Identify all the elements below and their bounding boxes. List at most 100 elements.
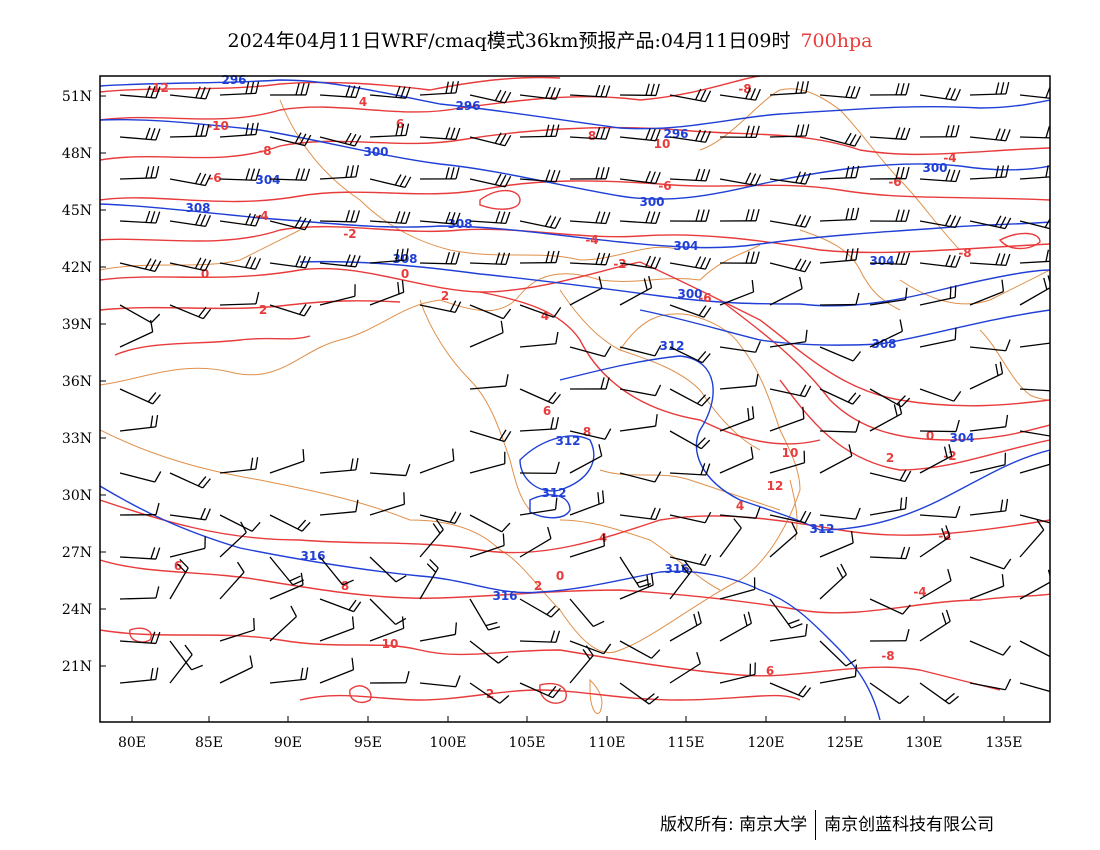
wind-barb bbox=[919, 285, 957, 306]
wind-barb bbox=[219, 561, 245, 600]
wind-barb bbox=[119, 258, 162, 273]
temperature-label: 12 bbox=[767, 479, 784, 493]
wind-barb bbox=[169, 86, 211, 100]
temperature-label: 0 bbox=[926, 429, 934, 443]
wind-barb bbox=[219, 81, 260, 96]
temperature-label: 10 bbox=[654, 137, 671, 151]
geopotential-label: 316 bbox=[300, 549, 325, 563]
wind-barb bbox=[919, 444, 953, 474]
wind-barb bbox=[519, 598, 561, 618]
geopotential-label: 304 bbox=[673, 239, 698, 253]
wind-barb bbox=[319, 132, 362, 147]
lon-label: 120E bbox=[748, 735, 785, 751]
wind-barb bbox=[219, 213, 261, 227]
wind-barb bbox=[419, 519, 444, 558]
wind-barb bbox=[469, 173, 512, 188]
wind-barb bbox=[919, 609, 951, 642]
lat-label: 30N bbox=[62, 488, 92, 504]
wind-barb bbox=[119, 414, 159, 432]
wind-barb bbox=[819, 85, 861, 99]
wind-barb bbox=[319, 556, 354, 586]
wind-barb bbox=[969, 414, 1009, 432]
temperature-label: -4 bbox=[585, 233, 598, 247]
lon-label: 100E bbox=[430, 735, 467, 751]
geopotential-label: 312 bbox=[541, 486, 566, 500]
wind-barb bbox=[819, 563, 847, 600]
wind-barb bbox=[919, 388, 962, 402]
footer-separator bbox=[815, 810, 817, 840]
wind-barb bbox=[469, 640, 509, 664]
wind-barb bbox=[819, 664, 858, 684]
temperature-label: -6 bbox=[208, 171, 221, 185]
wind-barb bbox=[819, 640, 857, 667]
wind-barb bbox=[969, 452, 1007, 474]
wind-barb bbox=[769, 598, 803, 629]
wind-barb bbox=[919, 568, 952, 600]
wind-barb bbox=[219, 256, 262, 270]
wind-barb bbox=[269, 216, 312, 231]
wind-barb bbox=[419, 511, 462, 524]
wind-barb bbox=[1019, 514, 1050, 524]
wind-barb bbox=[969, 640, 1012, 656]
geopotential-height-contours bbox=[100, 79, 1050, 721]
wind-barb bbox=[169, 536, 206, 558]
wind-barb bbox=[769, 623, 808, 642]
lon-label: 110E bbox=[589, 735, 626, 751]
wind-barb bbox=[219, 122, 259, 138]
wind-barb bbox=[569, 211, 611, 225]
wind-barb bbox=[619, 556, 652, 588]
wind-barb bbox=[769, 450, 806, 474]
wind-barb bbox=[869, 598, 911, 615]
wind-barb bbox=[169, 640, 203, 671]
wind-barb bbox=[669, 304, 712, 318]
wind-barb bbox=[669, 511, 712, 524]
wind-barb bbox=[569, 276, 603, 306]
wind-barb bbox=[119, 85, 161, 99]
wind-barb bbox=[769, 171, 811, 185]
wind-barb bbox=[469, 682, 510, 704]
wind-barb bbox=[119, 304, 161, 324]
wind-barb bbox=[369, 280, 405, 306]
wind-barb bbox=[969, 82, 1010, 96]
geopotential-label: 300 bbox=[922, 161, 947, 175]
geopotential-label: 296 bbox=[455, 99, 480, 113]
wind-barb bbox=[769, 384, 812, 398]
wind-barb bbox=[919, 682, 959, 705]
wind-barb bbox=[969, 498, 1009, 516]
lat-label: 21N bbox=[62, 659, 92, 675]
wind-barb bbox=[219, 655, 254, 684]
lat-label: 51N bbox=[62, 89, 92, 105]
wind-barb bbox=[819, 444, 853, 474]
wind-barb bbox=[719, 209, 760, 222]
temperature-label: 10 bbox=[782, 446, 799, 460]
wind-barb bbox=[669, 256, 712, 270]
wind-barb bbox=[769, 124, 810, 138]
map-title: 2024年04月11日WRF/cmaq模式36km预报产品:04月11日09时 7… bbox=[0, 26, 1100, 53]
wind-barb bbox=[419, 127, 461, 141]
wind-barb bbox=[569, 598, 605, 628]
wind-barb bbox=[519, 630, 561, 643]
temperature-label: 2 bbox=[441, 289, 449, 303]
wind-barb bbox=[669, 346, 711, 364]
wind-barb bbox=[619, 384, 662, 397]
wind-barb bbox=[619, 170, 661, 185]
wind-barb bbox=[869, 252, 911, 266]
geopotential-label: 316 bbox=[664, 562, 689, 576]
wind-barb bbox=[419, 300, 462, 314]
wind-barb bbox=[769, 406, 805, 432]
temperature-label: 4 bbox=[599, 531, 607, 545]
geopotential-label: 304 bbox=[949, 431, 974, 445]
temperature-label: 4 bbox=[736, 499, 744, 513]
wind-barb bbox=[369, 211, 411, 225]
temperature-label: 2 bbox=[259, 303, 267, 317]
wind-barb bbox=[419, 80, 459, 96]
wind-barb bbox=[619, 471, 662, 483]
wind-barb bbox=[369, 492, 406, 516]
temperature-label: -10 bbox=[207, 119, 229, 133]
temperature-label: -2 bbox=[343, 227, 356, 241]
wind-barb bbox=[819, 248, 859, 264]
wind-barb bbox=[869, 682, 910, 705]
wind-barb bbox=[919, 254, 961, 268]
wind-barb bbox=[569, 645, 594, 684]
